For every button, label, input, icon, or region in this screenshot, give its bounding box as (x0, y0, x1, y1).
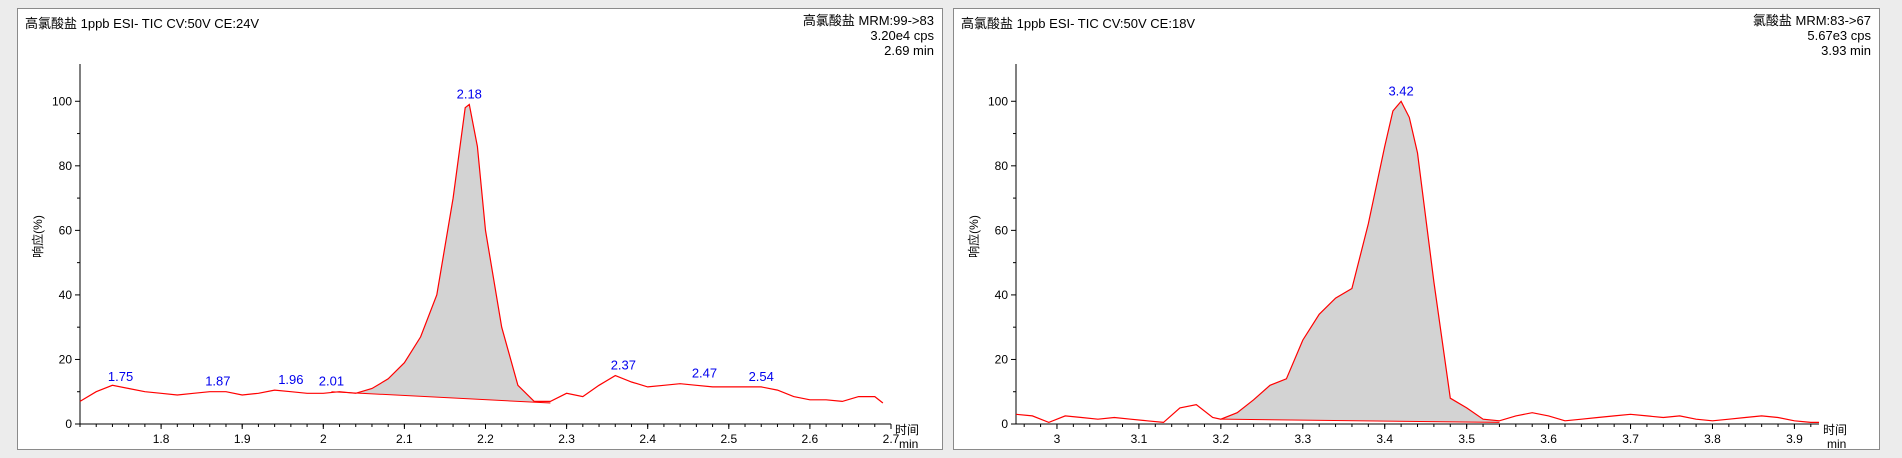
x-tick-label: 2.5 (720, 432, 737, 446)
intensity-label: 3.20e4 cps (870, 28, 934, 43)
y-tick-label: 80 (59, 159, 73, 173)
peak-label: 3.42 (1388, 83, 1413, 98)
y-tick-label: 40 (59, 288, 73, 302)
plot-area: 0 20 40 60 80 100 1.8 1.9 2 2.1 2.2 2.3 2.4 2.5 2.6 2.7… (30, 64, 919, 450)
x-tick-label: 1.9 (234, 432, 251, 446)
chart-info: 氯酸盐 MRM:83->67 5.67e3 cps 3.93 min (1753, 13, 1871, 58)
peak-label: 1.87 (205, 374, 230, 389)
peak-label: 2.18 (457, 87, 482, 102)
x-tick-label: 3 (1054, 432, 1061, 446)
peak-label: 1.96 (278, 372, 303, 387)
integration-baseline (331, 391, 551, 404)
x-axis-label: 时间 (895, 423, 919, 437)
y-tick-label: 80 (995, 159, 1009, 173)
x-tick-label: 3.7 (1622, 432, 1639, 446)
intensity-label: 5.67e3 cps (1807, 28, 1871, 43)
x-tick-label: 3.9 (1786, 432, 1803, 446)
chromatogram-trace (79, 103, 884, 404)
time-label: 3.93 min (1821, 43, 1871, 58)
x-tick-label: 3.3 (1294, 432, 1311, 446)
chart-info: 高氯酸盐 MRM:99->83 3.20e4 cps 2.69 min (803, 13, 934, 58)
chromatogram-plot: 0 20 40 60 80 100 1.8 1.9 2 2.1 2.2 2.3 2.4 2.5 2.6 2.7… (30, 64, 919, 450)
chromatogram-trace (1015, 100, 1819, 424)
integrated-peak-area (1220, 101, 1500, 423)
y-tick-label: 100 (52, 94, 72, 108)
x-tick-label: 3.2 (1213, 432, 1230, 446)
integration-baseline (1220, 418, 1500, 423)
y-tick-label: 60 (59, 223, 73, 237)
chart-title: 高氯酸盐 1ppb ESI- TIC CV:50V CE:24V (25, 16, 260, 31)
y-tick-label: 0 (65, 417, 72, 431)
chart-title: 高氯酸盐 1ppb ESI- TIC CV:50V CE:18V (961, 16, 1196, 31)
x-tick-label: 3.8 (1704, 432, 1721, 446)
x-axis-unit: min (899, 437, 918, 450)
x-tick-label: 2.3 (558, 432, 575, 446)
y-axis-label: 响应(%) (966, 215, 981, 258)
y-tick-label: 0 (1001, 417, 1008, 431)
y-tick-label: 40 (995, 288, 1009, 302)
time-label: 2.69 min (884, 43, 934, 58)
x-tick-label: 3.4 (1376, 432, 1393, 446)
chromatogram-panel-2: 高氯酸盐 1ppb ESI- TIC CV:50V CE:18V 氯酸盐 MRM… (953, 8, 1880, 450)
x-axis-unit: min (1827, 437, 1846, 450)
x-tick-label: 2.2 (477, 432, 494, 446)
plot-area: 0 20 40 60 80 100 3 3.1 3.2 3.3 3.4 3.5 3.6 3.7 3.8 3.9… (966, 64, 1847, 450)
x-tick-label: 3.1 (1131, 432, 1148, 446)
x-tick-label: 2.7 (883, 432, 900, 446)
peak-label: 2.01 (319, 374, 344, 389)
transition-label: 高氯酸盐 MRM:99->83 (802, 13, 934, 28)
peak-label: 2.37 (611, 358, 636, 373)
peak-label: 2.54 (749, 369, 774, 384)
x-tick-label: 3.5 (1458, 432, 1475, 446)
chromatogram-panel-1: 高氯酸盐 1ppb ESI- TIC CV:50V CE:24V 高氯酸盐 MR… (17, 8, 943, 450)
peak-label: 1.75 (108, 369, 133, 384)
y-tick-label: 100 (988, 94, 1008, 108)
transition-label: 氯酸盐 MRM:83->67 (1752, 13, 1871, 28)
x-tick-label: 1.8 (153, 432, 170, 446)
x-tick-label: 3.6 (1540, 432, 1557, 446)
y-tick-label: 20 (995, 352, 1009, 366)
x-tick-label: 2.6 (802, 432, 819, 446)
peak-label: 2.47 (692, 366, 717, 381)
y-tick-label: 20 (59, 352, 73, 366)
y-tick-label: 60 (995, 223, 1009, 237)
x-tick-label: 2 (320, 432, 327, 446)
integrated-peak-area (331, 104, 551, 404)
x-tick-label: 2.1 (396, 432, 413, 446)
x-tick-label: 2.4 (639, 432, 656, 446)
x-axis-label: 时间 (1823, 423, 1847, 437)
y-axis-label: 响应(%) (30, 215, 45, 258)
chromatogram-plot: 0 20 40 60 80 100 3 3.1 3.2 3.3 3.4 3.5 3.6 3.7 3.8 3.9… (966, 64, 1847, 450)
